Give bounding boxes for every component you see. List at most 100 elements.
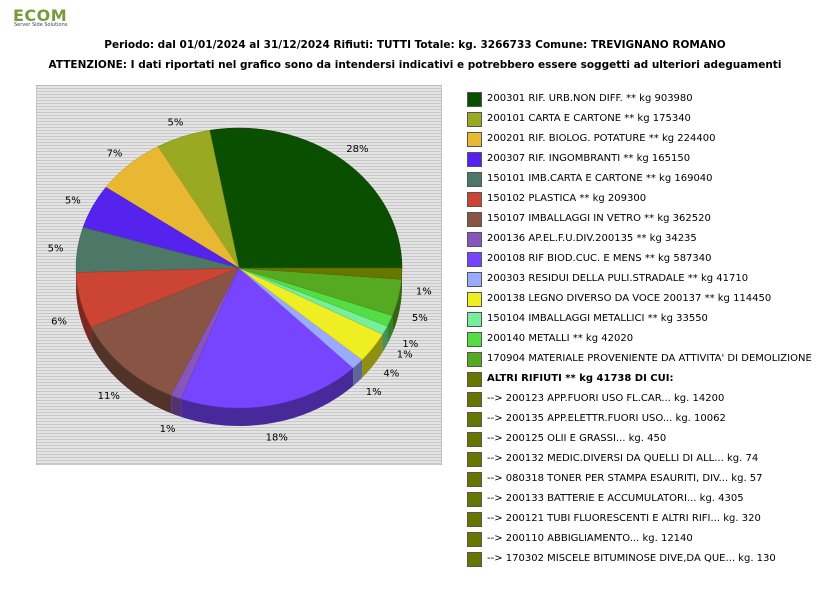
logo-subtext: Server Side Solutions xyxy=(14,22,68,28)
legend-swatch xyxy=(467,532,482,547)
legend-swatch xyxy=(467,152,482,167)
legend-swatch xyxy=(467,452,482,467)
legend-swatch xyxy=(467,112,482,127)
pie-slice-label: 1% xyxy=(397,349,413,360)
legend-label: --> 200132 MEDIC.DIVERSI DA QUELLI DI AL… xyxy=(487,453,759,464)
legend-item: 200303 RESIDUI DELLA PULI.STRADALE ** kg… xyxy=(467,270,830,290)
pie-slice-label: 5% xyxy=(65,196,81,207)
legend-item: --> 200125 OLII E GRASSI... kg. 450 xyxy=(467,430,830,450)
legend-item: --> 200121 TUBI FLUORESCENTI E ALTRI RIF… xyxy=(467,510,830,530)
legend-label: --> 200121 TUBI FLUORESCENTI E ALTRI RIF… xyxy=(487,513,761,524)
legend-swatch xyxy=(467,392,482,407)
legend-swatch xyxy=(467,352,482,367)
pie-slice-label: 1% xyxy=(160,424,176,435)
pie-slice-label: 4% xyxy=(383,369,399,380)
legend-swatch xyxy=(467,252,482,267)
legend-label: 200307 RIF. INGOMBRANTI ** kg 165150 xyxy=(487,153,691,164)
legend-label: 200136 AP.EL.F.U.DIV.200135 ** kg 34235 xyxy=(487,233,697,244)
report-disclaimer: ATTENZIONE: I dati riportati nel grafico… xyxy=(48,59,782,71)
legend-label: --> 200133 BATTERIE E ACCUMULATORI... kg… xyxy=(487,493,744,504)
legend-swatch xyxy=(467,92,482,107)
legend-swatch xyxy=(467,552,482,567)
legend-item: ALTRI RIFIUTI ** kg 41738 DI CUI: xyxy=(467,370,830,390)
pie-slice-label: 11% xyxy=(98,391,120,402)
legend-item: 200301 RIF. URB.NON DIFF. ** kg 903980 xyxy=(467,90,830,110)
pie-slice-side xyxy=(387,315,393,345)
legend-swatch xyxy=(467,512,482,527)
legend-item: 150101 IMB.CARTA E CARTONE ** kg 169040 xyxy=(467,170,830,190)
legend-item: 200140 METALLI ** kg 42020 xyxy=(467,330,830,350)
legend-swatch xyxy=(467,232,482,247)
pie-slice xyxy=(180,267,354,409)
legend-item: 200138 LEGNO DIVERSO DA VOCE 200137 ** k… xyxy=(467,290,830,310)
pie-slice-side xyxy=(76,272,92,346)
legend-swatch xyxy=(467,372,482,387)
legend-swatch xyxy=(467,132,482,147)
legend-item: 200101 CARTA E CARTONE ** kg 175340 xyxy=(467,110,830,130)
legend-item: 200136 AP.EL.F.U.DIV.200135 ** kg 34235 xyxy=(467,230,830,250)
legend-label: --> 080318 TONER PER STAMPA ESAURITI, DI… xyxy=(487,473,763,484)
legend-item: --> 200132 MEDIC.DIVERSI DA QUELLI DI AL… xyxy=(467,450,830,470)
legend-item: --> 200110 ABBIGLIAMENTO... kg. 12140 xyxy=(467,530,830,550)
pie-slice-side xyxy=(362,334,383,378)
legend-label: ALTRI RIFIUTI ** kg 41738 DI CUI: xyxy=(487,373,674,384)
pie-slice xyxy=(209,127,403,269)
legend-label: 200138 LEGNO DIVERSO DA VOCE 200137 ** k… xyxy=(487,293,772,304)
legend-item: --> 200133 BATTERIE E ACCUMULATORI... kg… xyxy=(467,490,830,510)
legend-swatch xyxy=(467,212,482,227)
legend-swatch xyxy=(467,432,482,447)
legend-label: 200303 RESIDUI DELLA PULI.STRADALE ** kg… xyxy=(487,273,749,284)
pie-slice-side xyxy=(181,368,354,426)
legend-item: 170904 MATERIALE PROVENIENTE DA ATTIVITA… xyxy=(467,350,830,370)
pie-slice-label: 6% xyxy=(51,316,67,327)
legend-label: --> 170302 MISCELE BITUMINOSE DIVE,DA QU… xyxy=(487,553,776,564)
legend-label: 200301 RIF. URB.NON DIFF. ** kg 903980 xyxy=(487,93,693,104)
report-period-header: Periodo: dal 01/01/2024 al 31/12/2024 Ri… xyxy=(104,39,726,51)
pie-slice-label: 5% xyxy=(48,244,64,255)
legend-item: 150107 IMBALLAGGI IN VETRO ** kg 362520 xyxy=(467,210,830,230)
pie-slice-label: 5% xyxy=(167,118,183,129)
legend-item: 150102 PLASTICA ** kg 209300 xyxy=(467,190,830,210)
legend-label: --> 200110 ABBIGLIAMENTO... kg. 12140 xyxy=(487,533,693,544)
legend-item: --> 200135 APP.ELETTR.FUORI USO... kg. 1… xyxy=(467,410,830,430)
legend-item: 150104 IMBALLAGGI METALLICI ** kg 33550 xyxy=(467,310,830,330)
legend-swatch xyxy=(467,332,482,347)
pie-slice-label: 1% xyxy=(402,339,418,350)
legend-label: 150107 IMBALLAGGI IN VETRO ** kg 362520 xyxy=(487,213,711,224)
legend-item: 200307 RIF. INGOMBRANTI ** kg 165150 xyxy=(467,150,830,170)
logo: ECOM Server Side Solutions xyxy=(10,6,100,30)
legend-label: 200201 RIF. BIOLOG. POTATURE ** kg 22440… xyxy=(487,133,716,144)
legend-item: --> 200123 APP.FUORI USO FL.CAR... kg. 1… xyxy=(467,390,830,410)
legend-label: 150102 PLASTICA ** kg 209300 xyxy=(487,193,647,204)
legend-label: 200108 RIF BIOD.CUC. E MENS ** kg 587340 xyxy=(487,253,712,264)
legend-label: 200101 CARTA E CARTONE ** kg 175340 xyxy=(487,113,691,124)
pie-slice xyxy=(91,267,240,396)
pie-slice-label: 1% xyxy=(416,286,432,297)
legend-label: --> 200135 APP.ELETTR.FUORI USO... kg. 1… xyxy=(487,413,726,424)
pie-slice-label: 1% xyxy=(366,387,382,398)
legend-item: 200201 RIF. BIOLOG. POTATURE ** kg 22440… xyxy=(467,130,830,150)
legend-item: 200108 RIF BIOD.CUC. E MENS ** kg 587340 xyxy=(467,250,830,270)
legend-item: --> 170302 MISCELE BITUMINOSE DIVE,DA QU… xyxy=(467,550,830,570)
legend-swatch xyxy=(467,412,482,427)
pie-slice-label: 7% xyxy=(107,149,123,160)
pie-slice-side xyxy=(392,279,402,334)
legend-label: --> 200125 OLII E GRASSI... kg. 450 xyxy=(487,433,667,444)
logo-text: ECOM xyxy=(13,6,68,25)
legend-swatch xyxy=(467,192,482,207)
legend-label: 200140 METALLI ** kg 42020 xyxy=(487,333,634,344)
legend-label: 150104 IMBALLAGGI METALLICI ** kg 33550 xyxy=(487,313,708,324)
pie-slice-label: 28% xyxy=(346,144,368,155)
legend-label: 170904 MATERIALE PROVENIENTE DA ATTIVITA… xyxy=(487,353,812,364)
pie-slice-label: 18% xyxy=(266,433,288,444)
legend-swatch xyxy=(467,172,482,187)
pie-slice xyxy=(238,267,403,280)
legend-swatch xyxy=(467,292,482,307)
pie-slice-side xyxy=(171,395,182,417)
legend-label: --> 200123 APP.FUORI USO FL.CAR... kg. 1… xyxy=(487,393,725,404)
pie-slice-side xyxy=(91,327,172,414)
legend: 200301 RIF. URB.NON DIFF. ** kg 903980 20… xyxy=(467,90,830,570)
legend-item: --> 080318 TONER PER STAMPA ESAURITI, DI… xyxy=(467,470,830,490)
legend-swatch xyxy=(467,492,482,507)
legend-swatch xyxy=(467,272,482,287)
